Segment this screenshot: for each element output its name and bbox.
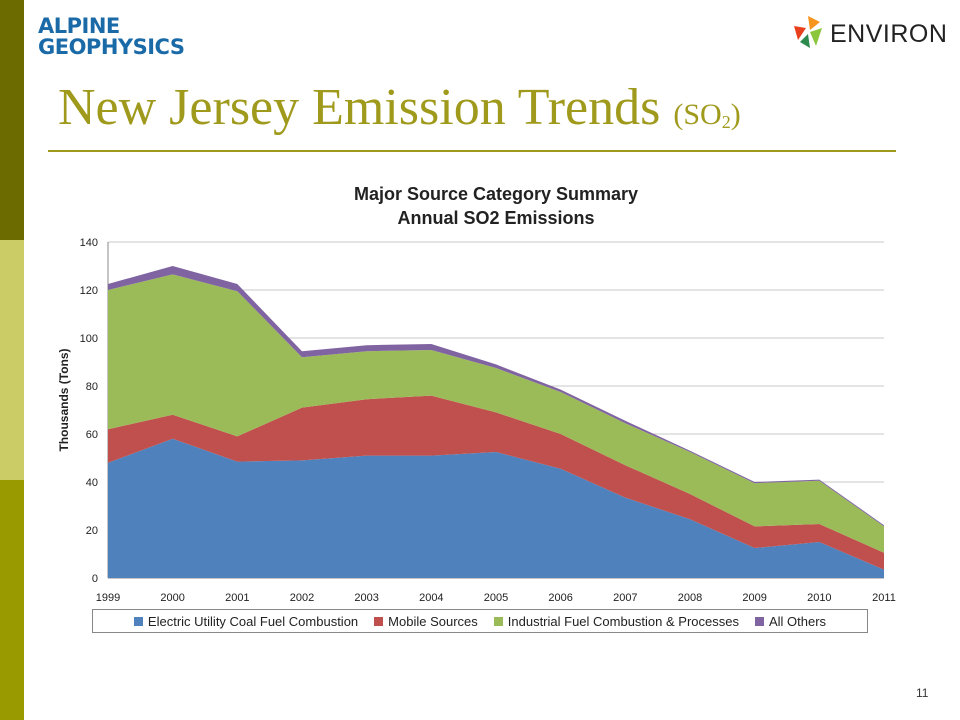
x-tick-label: 2001	[225, 592, 249, 604]
x-tick-label: 2006	[548, 592, 572, 604]
environ-logo: ENVIRON	[790, 14, 950, 54]
slide-title-subscript: 2	[721, 112, 731, 132]
x-tick-label: 2010	[807, 592, 831, 604]
legend-label: Industrial Fuel Combustion & Processes	[507, 613, 739, 629]
sidebar-stripe-middle	[0, 240, 24, 480]
legend-label: All Others	[768, 613, 827, 629]
legend-label: Electric Utility Coal Fuel Combustion	[147, 613, 359, 629]
chart-title: Major Source Category Summary	[353, 184, 639, 204]
alpine-geophysics-logo: ALPINE GEOPHYSICS	[38, 16, 202, 60]
y-tick-label: 80	[86, 381, 98, 393]
slide-title-paren-close: )	[730, 98, 741, 131]
x-tick-label: 2004	[419, 592, 443, 604]
chart-legend: Electric Utility Coal Fuel Combustion Mob…	[92, 609, 868, 633]
environ-logo-text: ENVIRON	[830, 20, 948, 48]
x-tick-label: 2007	[613, 592, 637, 604]
x-tick-label: 1999	[96, 592, 120, 604]
y-axis-label: Thousands (Tons)	[57, 348, 71, 451]
y-tick-label: 140	[80, 237, 98, 249]
x-tick-label: 2009	[742, 592, 766, 604]
legend-swatch	[493, 616, 503, 626]
sidebar-stripe-bottom	[0, 480, 24, 720]
x-tick-label: 2002	[290, 592, 314, 604]
legend-swatch	[133, 616, 143, 626]
legend-item: All Others	[754, 613, 827, 629]
series-area-1	[108, 438, 884, 578]
page-number: 11	[916, 686, 929, 700]
x-tick-label: 2008	[678, 592, 702, 604]
legend-item: Industrial Fuel Combustion & Processes	[493, 613, 739, 629]
y-tick-label: 40	[86, 477, 98, 489]
legend-item: Mobile Sources	[374, 614, 478, 629]
y-tick-label: 60	[86, 429, 98, 441]
legend-swatch	[754, 616, 764, 626]
x-tick-label: 2003	[354, 592, 378, 604]
x-tick-label: 2005	[484, 592, 508, 604]
y-tick-label: 100	[80, 333, 98, 345]
y-tick-label: 20	[86, 525, 98, 537]
y-tick-label: 0	[92, 573, 98, 585]
series-area-2	[108, 395, 884, 570]
slide-title-paren-open: (SO	[673, 98, 722, 131]
legend-swatch	[374, 616, 384, 626]
chart-subtitle: Annual SO2 Emissions	[397, 208, 595, 228]
title-divider	[48, 150, 896, 152]
x-tick-label: 2000	[160, 592, 184, 604]
series-area-3	[108, 274, 884, 553]
alpine-logo-line1: ALPINE	[38, 14, 120, 38]
x-tick-label: 2011	[872, 592, 896, 604]
slide-title-main: New Jersey Emission Trends	[58, 79, 661, 136]
chart-title-block: Major Source Category Summary Annual SO2…	[108, 182, 884, 230]
y-tick-label: 120	[80, 285, 98, 297]
legend-item: Electric Utility Coal Fuel Combustion	[133, 613, 359, 629]
sidebar-stripe-top	[0, 0, 24, 240]
sidebar-stripe	[0, 0, 24, 720]
alpine-logo-line2: GEOPHYSICS	[38, 35, 185, 59]
environ-mark-icon	[794, 16, 822, 48]
slide-title: New Jersey Emission Trends (SO2)	[58, 78, 741, 137]
legend-label: Mobile Sources	[388, 613, 478, 629]
